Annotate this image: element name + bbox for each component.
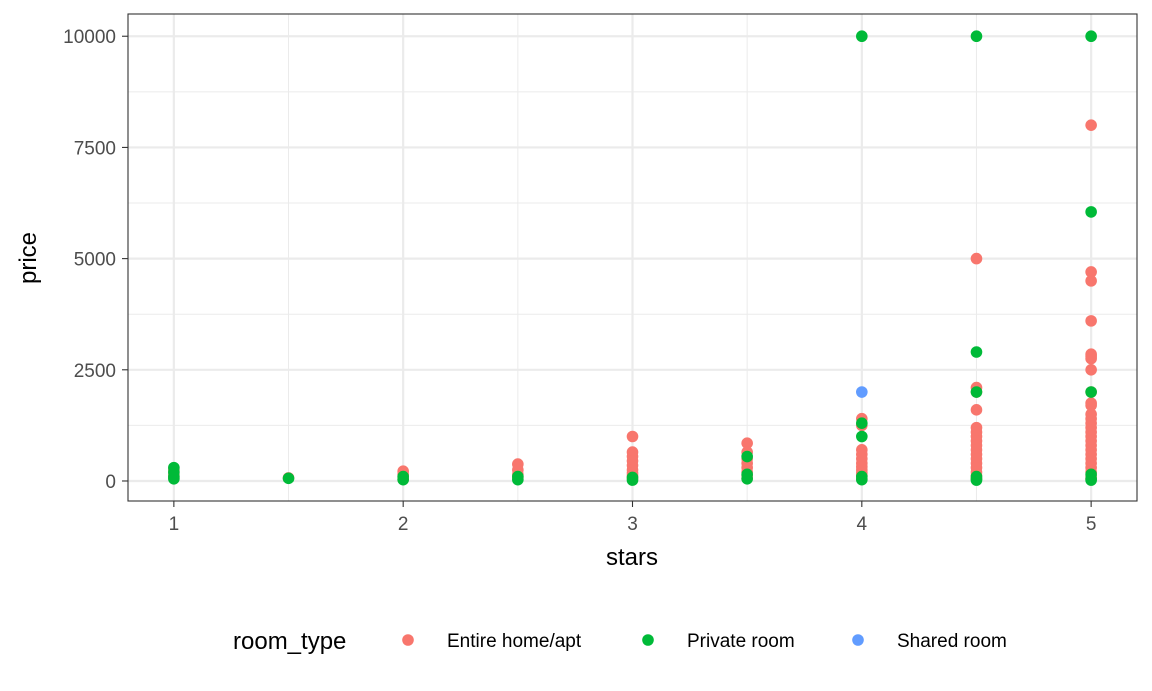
y-tick-label: 10000 xyxy=(63,27,116,48)
point-entire-home-apt xyxy=(741,437,753,449)
y-tick-label: 7500 xyxy=(74,138,116,159)
point-entire-home-apt xyxy=(970,404,983,416)
legend-label-shared-room: Shared room xyxy=(897,631,1007,652)
point-entire-home-apt xyxy=(1085,315,1097,327)
point-entire-home-apt xyxy=(626,430,639,443)
point-entire-home-apt xyxy=(1085,266,1097,278)
legend-key-private-room xyxy=(642,634,654,646)
point-private-room xyxy=(168,472,180,485)
point-private-room xyxy=(1085,386,1097,398)
x-tick-label: 4 xyxy=(857,514,868,535)
point-private-room xyxy=(741,450,753,463)
legend-key-entire-home xyxy=(402,634,414,646)
point-entire-home-apt xyxy=(970,252,983,265)
point-private-room xyxy=(626,474,639,486)
y-tick-label: 5000 xyxy=(74,250,116,271)
point-private-room xyxy=(741,472,753,485)
point-entire-home-apt xyxy=(1085,275,1097,287)
point-entire-home-apt xyxy=(1085,363,1097,376)
point-private-room xyxy=(1085,206,1097,218)
point-private-room xyxy=(856,417,868,429)
point-private-room xyxy=(282,472,295,485)
point-shared-room xyxy=(856,386,868,398)
data-points xyxy=(168,30,1097,486)
x-tick-label: 5 xyxy=(1086,514,1097,535)
point-private-room xyxy=(970,474,983,486)
point-entire-home-apt xyxy=(1085,352,1097,365)
legend-label-entire-home: Entire home/apt xyxy=(447,631,582,652)
point-private-room xyxy=(856,30,868,43)
point-private-room xyxy=(970,346,983,358)
point-entire-home-apt xyxy=(1085,399,1097,412)
point-private-room xyxy=(1085,30,1097,43)
x-axis: 1 2 3 4 5 xyxy=(169,501,1097,535)
point-private-room xyxy=(970,30,983,43)
y-axis: 0 2500 5000 7500 10000 xyxy=(63,27,128,493)
point-private-room xyxy=(970,386,983,398)
legend: room_type Entire home/apt Private room S… xyxy=(233,628,1007,655)
x-tick-label: 1 xyxy=(169,514,180,535)
point-private-room xyxy=(512,473,524,486)
x-axis-title: stars xyxy=(606,544,658,571)
x-tick-label: 3 xyxy=(627,514,638,535)
legend-key-shared-room xyxy=(852,634,864,646)
point-private-room xyxy=(856,473,868,486)
y-tick-label: 2500 xyxy=(74,361,116,382)
point-private-room xyxy=(397,473,409,486)
point-private-room xyxy=(1085,474,1097,486)
legend-label-private-room: Private room xyxy=(687,631,795,652)
y-tick-label: 0 xyxy=(105,472,116,493)
point-entire-home-apt xyxy=(1085,119,1097,131)
point-private-room xyxy=(856,430,868,443)
legend-title: room_type xyxy=(233,628,346,655)
x-tick-label: 2 xyxy=(398,514,409,535)
y-axis-title: price xyxy=(15,232,42,284)
